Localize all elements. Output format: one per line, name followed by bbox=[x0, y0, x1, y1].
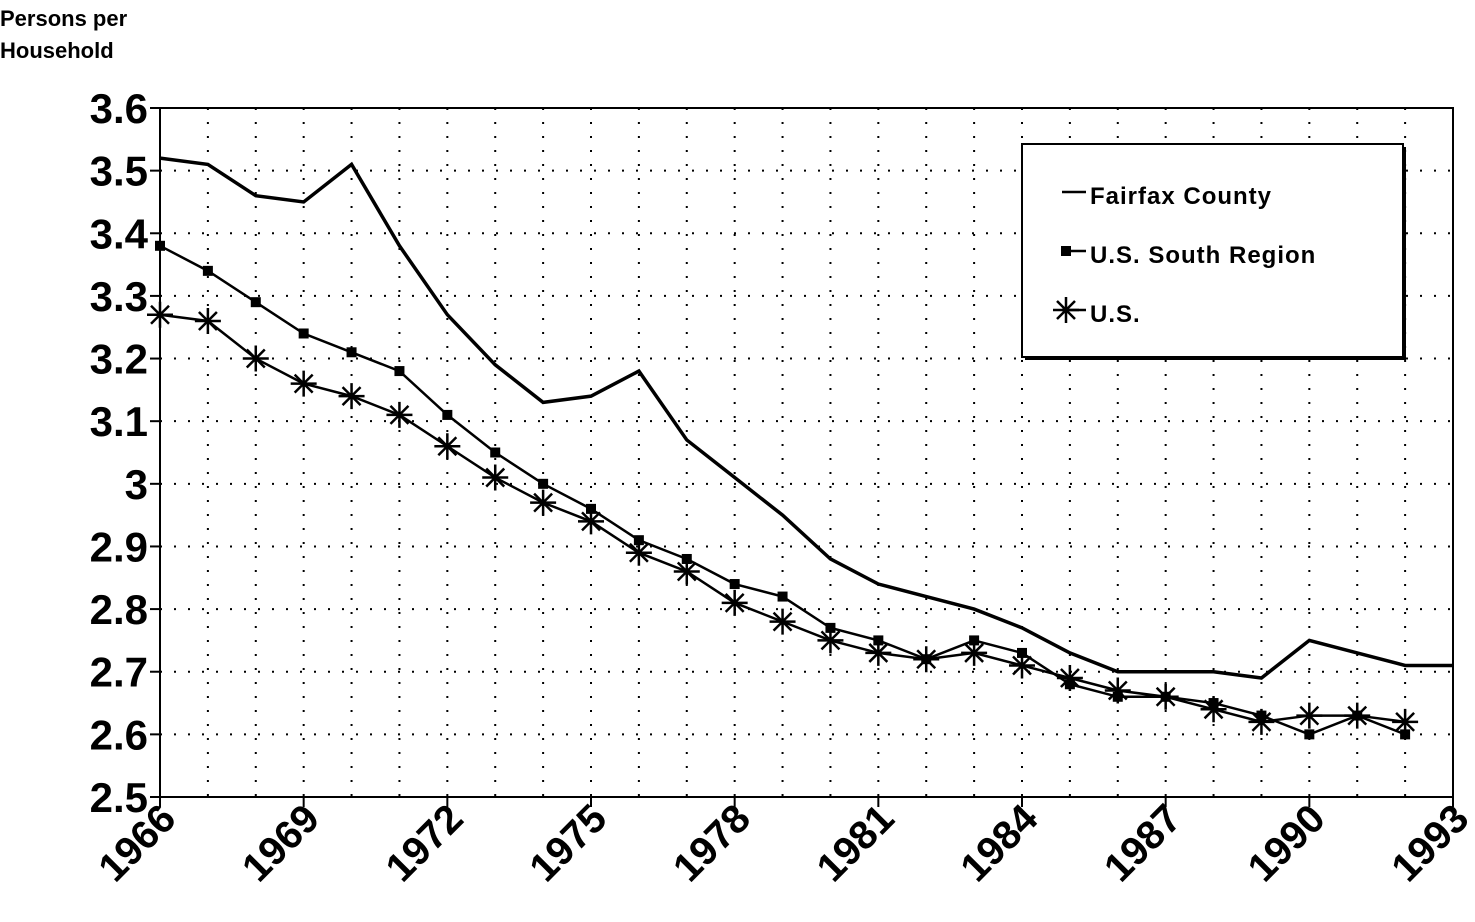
x-tick-label: 1984 bbox=[952, 796, 1047, 891]
marker bbox=[913, 646, 940, 673]
series-line bbox=[159, 156, 1453, 680]
y-axis-label: Persons per bbox=[0, 6, 128, 31]
x-tick-label: 1987 bbox=[1096, 796, 1190, 890]
marker bbox=[1248, 708, 1275, 735]
marker bbox=[777, 591, 788, 602]
y-tick-label: 3 bbox=[125, 461, 148, 508]
marker bbox=[155, 240, 165, 251]
marker bbox=[530, 489, 557, 516]
marker bbox=[290, 370, 317, 397]
y-tick-label: 2.9 bbox=[90, 523, 148, 570]
marker bbox=[1009, 652, 1035, 679]
y-tick-label: 3.5 bbox=[90, 148, 148, 195]
marker bbox=[386, 401, 413, 428]
marker bbox=[1104, 677, 1131, 704]
x-tick-label: 1993 bbox=[1383, 796, 1475, 890]
marker bbox=[194, 307, 221, 334]
marker bbox=[578, 508, 604, 535]
marker bbox=[1392, 708, 1419, 735]
marker bbox=[729, 579, 740, 590]
x-tick-label: 1969 bbox=[234, 796, 328, 890]
marker bbox=[1344, 702, 1371, 729]
marker bbox=[482, 464, 509, 491]
marker bbox=[250, 297, 261, 308]
marker bbox=[490, 447, 501, 458]
marker bbox=[1056, 664, 1083, 691]
marker bbox=[434, 433, 461, 460]
marker bbox=[1200, 696, 1227, 723]
marker bbox=[394, 366, 405, 377]
marker bbox=[1296, 702, 1323, 729]
y-tick-label: 2.6 bbox=[90, 711, 148, 758]
y-tick-label: 3.4 bbox=[90, 210, 149, 257]
marker bbox=[538, 478, 549, 489]
legend-label: U.S. bbox=[1090, 301, 1141, 328]
marker bbox=[202, 265, 213, 276]
x-tick-label: 1981 bbox=[809, 796, 903, 890]
y-axis-label: Household bbox=[0, 38, 114, 63]
marker bbox=[1152, 683, 1179, 710]
y-tick-label: 3.1 bbox=[90, 398, 148, 445]
marker bbox=[1304, 729, 1315, 740]
marker bbox=[442, 409, 453, 420]
marker bbox=[961, 639, 988, 666]
marker bbox=[346, 347, 357, 358]
y-tick-label: 3.3 bbox=[90, 273, 148, 320]
x-tick-label: 1990 bbox=[1240, 796, 1334, 890]
y-tick-label: 3.2 bbox=[90, 336, 148, 383]
marker bbox=[1053, 297, 1079, 323]
plot-frame bbox=[159, 107, 1454, 798]
legend-label: U.S. South Region bbox=[1090, 242, 1316, 269]
y-tick-label: 3.6 bbox=[90, 85, 148, 132]
x-tick-label: 1975 bbox=[521, 796, 615, 890]
x-tick-label: 1978 bbox=[665, 796, 759, 890]
marker bbox=[769, 608, 796, 635]
marker bbox=[721, 589, 748, 616]
y-tick-label: 2.8 bbox=[90, 586, 148, 633]
marker bbox=[1061, 246, 1071, 256]
y-tick-label: 2.5 bbox=[90, 774, 148, 821]
marker bbox=[298, 328, 309, 339]
marker bbox=[242, 345, 269, 372]
marker bbox=[865, 639, 892, 666]
marker bbox=[673, 558, 700, 585]
legend-label: Fairfax County bbox=[1090, 183, 1272, 210]
marker bbox=[817, 627, 844, 654]
x-tick-label: 1972 bbox=[378, 796, 472, 890]
marker bbox=[625, 539, 652, 566]
y-tick-label: 2.7 bbox=[90, 649, 148, 696]
marker bbox=[147, 301, 173, 328]
marker bbox=[338, 383, 365, 410]
